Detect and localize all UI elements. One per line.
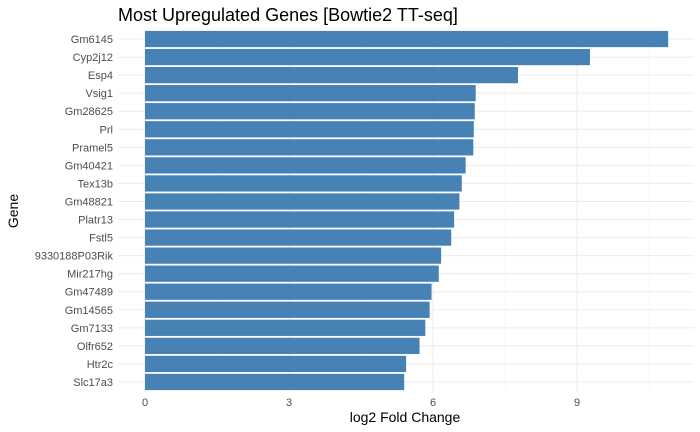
bar-gm47489 [145,283,432,300]
bar-gm7133 [145,319,426,336]
bar-gm40421 [145,157,466,174]
bar-fstl5 [145,229,452,246]
y-tick-label: Slc17a3 [73,377,113,389]
x-axis-title: log2 Fold Change [350,409,461,425]
bar-tex13b [145,175,462,192]
bar-htr2c [145,355,407,373]
y-tick-label: Esp4 [88,70,113,82]
y-tick-label: Gm47489 [65,287,113,299]
y-tick-label: Mir217hg [67,269,113,281]
x-tick-label: 3 [286,397,292,409]
y-tick-label: Vsig1 [85,88,113,100]
bar-platr13 [145,211,455,228]
y-tick-label: Gm7133 [71,323,113,335]
y-tick-label: Gm28625 [65,106,113,118]
bar-esp4 [145,67,518,84]
bar-prl [145,121,474,138]
bar-gm28625 [145,103,475,120]
bar-9330188p03rik [145,247,442,264]
x-tick-label: 9 [574,397,580,409]
y-tick-label: Tex13b [78,178,113,190]
grid-lines [118,30,694,391]
y-tick-label: 9330188P03Rik [35,251,114,263]
bar-cyp2j12 [145,48,590,66]
bar-gm14565 [145,301,430,318]
y-tick-label: Pramel5 [72,142,113,154]
x-tick-labels: 0 3 6 9 [142,397,580,409]
y-tick-label: Prl [100,124,113,136]
x-tick-label: 6 [430,397,436,409]
y-tick-label: Fstl5 [89,233,113,245]
y-tick-label: Gm40421 [65,160,113,172]
y-tick-label: Platr13 [78,215,113,227]
bar-slc17a3 [145,373,405,391]
bar-olfr652 [145,337,420,354]
bar-pramel5 [145,139,474,156]
y-tick-label: Cyp2j12 [73,52,113,64]
y-tick-labels: Gm6145 Cyp2j12 Esp4 Vsig1 Gm28625 Prl Pramel5 G… [35,34,114,389]
bar-mir217hg [145,265,439,282]
bar-gm6145 [145,30,669,48]
bar-vsig1 [145,85,476,102]
y-tick-label: Gm14565 [65,305,113,317]
y-tick-label: Gm6145 [71,34,113,46]
chart-title: Most Upregulated Genes [Bowtie2 TT-seq] [118,5,458,25]
y-tick-label: Olfr652 [77,341,113,353]
bars-group [145,30,669,391]
y-tick-label: Gm48821 [65,196,113,208]
bar-gm48821 [145,193,460,210]
x-tick-label: 0 [142,397,148,409]
y-axis-title: Gene [5,194,21,228]
y-tick-label: Htr2c [87,359,114,371]
